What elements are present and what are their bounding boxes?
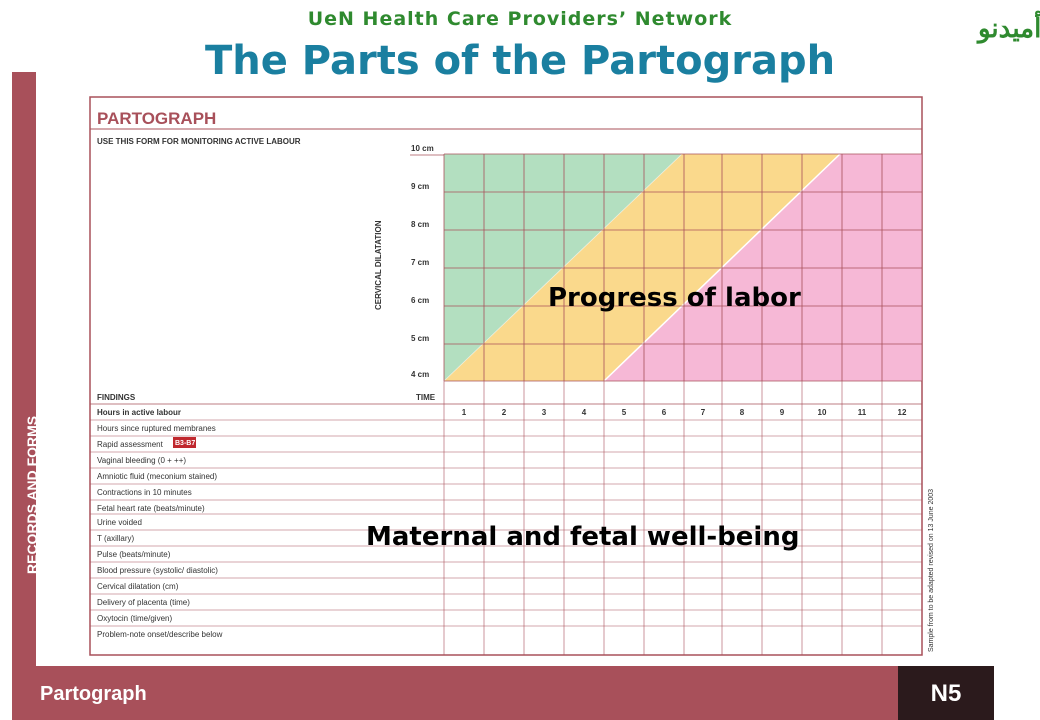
- footer-bar: Partograph: [12, 666, 898, 720]
- dilatation-grid: [410, 153, 923, 382]
- finding-row-label: T (axillary): [97, 534, 135, 543]
- findings-label: FINDINGS: [97, 393, 136, 402]
- dilatation-zones: [444, 154, 922, 381]
- cm-label: 5 cm: [411, 334, 429, 343]
- zone-yellow: [444, 154, 840, 381]
- finding-row-label: Fetal heart rate (beats/minute): [97, 504, 205, 513]
- findings-rows: Hours in active labour Hours since ruptur…: [97, 408, 223, 639]
- progress-label: Progress of labor: [548, 283, 801, 313]
- network-name: UeN Health Care Providers’ Network: [307, 8, 733, 30]
- slide-code: N5: [930, 680, 962, 707]
- form-subtitle: USE THIS FORM FOR MONITORING ACTIVE LABO…: [97, 137, 301, 146]
- rapid-badge: [173, 437, 196, 448]
- hour-number: 5: [622, 408, 627, 417]
- rapid-badge-label: B3-B7: [175, 440, 195, 447]
- cm-label: 4 cm: [411, 370, 429, 379]
- cm-scale: 10 cm 9 cm 8 cm 7 cm 6 cm 5 cm 4 cm: [411, 144, 434, 379]
- axis-label: CERVICAL DILATATION: [374, 220, 383, 310]
- finding-row-label: Pulse (beats/minute): [97, 550, 171, 559]
- wellbeing-label: Maternal and fetal well-being: [366, 522, 800, 552]
- side-bar: [12, 72, 36, 666]
- hour-number: 4: [582, 408, 587, 417]
- time-label: TIME: [416, 393, 436, 402]
- hour-number: 7: [701, 408, 706, 417]
- hour-numbers: 1 2 3 4 5 6 7 8 9 10 11 12: [462, 408, 907, 417]
- hour-number: 3: [542, 408, 547, 417]
- hour-number: 11: [858, 408, 867, 417]
- finding-row-label: Cervical dilatation (cm): [97, 582, 179, 591]
- side-note: Sample from to be adapted revised on 13 …: [928, 489, 935, 652]
- finding-row-label: Problem-note onset/describe below: [97, 630, 223, 639]
- hour-number: 1: [462, 408, 467, 417]
- finding-row-label: Hours since ruptured membranes: [97, 424, 216, 433]
- slide-title: The Parts of the Partograph: [204, 38, 836, 84]
- findings-table: [90, 381, 923, 655]
- finding-row-label: Hours in active labour: [97, 408, 181, 417]
- hour-number: 2: [502, 408, 507, 417]
- finding-row-label: Urine voided: [97, 518, 142, 527]
- arabic-logo: أميدنو: [978, 14, 1040, 44]
- finding-row-label: Rapid assessment: [97, 440, 164, 449]
- slide-code-box: N5: [898, 666, 994, 720]
- finding-row-label: Delivery of placenta (time): [97, 598, 190, 607]
- cm-label: 10 cm: [411, 144, 434, 153]
- hour-number: 6: [662, 408, 667, 417]
- hour-number: 8: [740, 408, 745, 417]
- cm-label: 9 cm: [411, 182, 429, 191]
- cm-label: 8 cm: [411, 220, 429, 229]
- finding-row-label: Amniotic fluid (meconium stained): [97, 472, 217, 481]
- form-title: PARTOGRAPH: [97, 109, 216, 128]
- footer-label: Partograph: [40, 683, 147, 705]
- hour-number: 9: [780, 408, 785, 417]
- finding-row-label: Blood pressure (systolic/ diastolic): [97, 566, 218, 575]
- finding-row-label: Contractions in 10 minutes: [97, 488, 192, 497]
- cm-label: 7 cm: [411, 258, 429, 267]
- hour-number: 12: [898, 408, 907, 417]
- hour-number: 10: [818, 408, 827, 417]
- finding-row-label: Oxytocin (time/given): [97, 614, 172, 623]
- cm-label: 6 cm: [411, 296, 429, 305]
- finding-row-label: Vaginal bleeding (0 + ++): [97, 456, 186, 465]
